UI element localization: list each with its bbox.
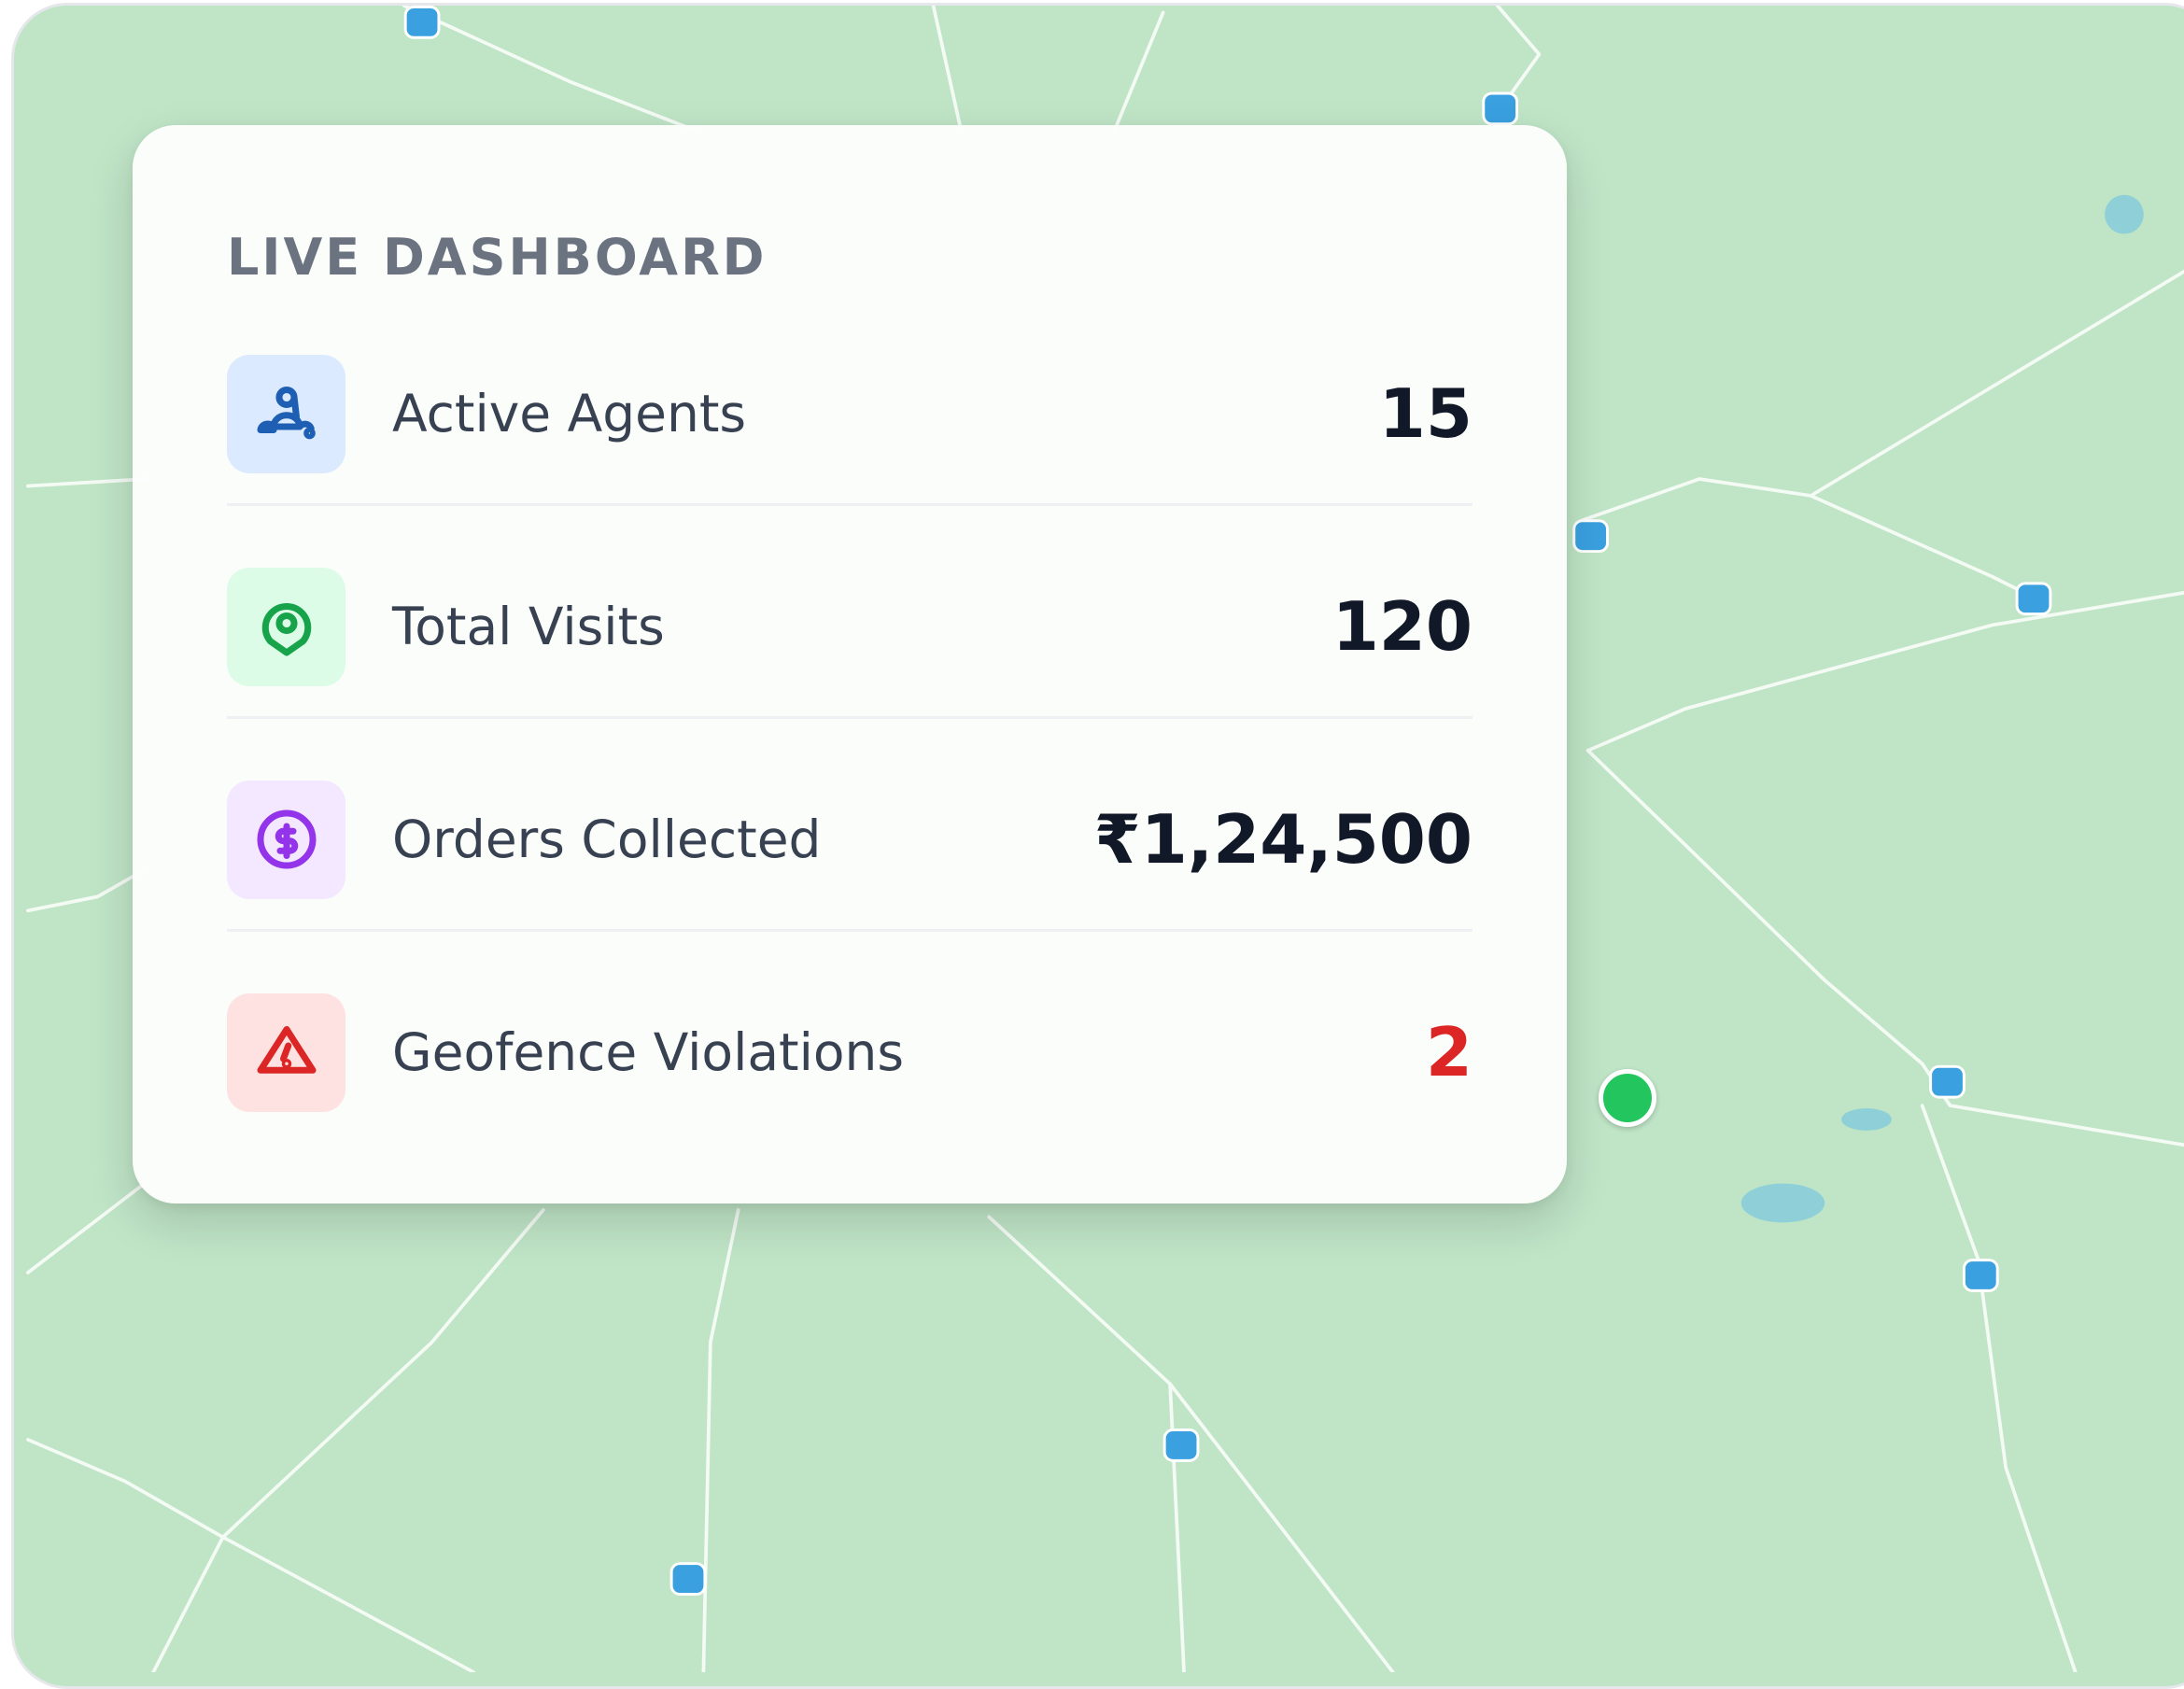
road bbox=[1585, 748, 2184, 1147]
water-body bbox=[1841, 1108, 1892, 1131]
road bbox=[1585, 590, 2184, 753]
highway-shield-icon bbox=[1162, 1429, 1200, 1462]
highway-shield-icon bbox=[1482, 91, 1519, 126]
road bbox=[1495, 6, 1542, 106]
metric-value: 2 bbox=[1425, 1013, 1472, 1091]
road bbox=[26, 866, 148, 913]
water-body bbox=[2105, 194, 2144, 234]
metric-row-geofence-violations: Geofence Violations 2 bbox=[227, 992, 1472, 1112]
dashboard-title: LIVE DASHBOARD bbox=[227, 228, 768, 287]
highway-shield-icon bbox=[2015, 582, 2052, 616]
road bbox=[220, 1535, 476, 1672]
users-icon bbox=[227, 354, 345, 473]
map-canvas[interactable] bbox=[14, 6, 2184, 1672]
highway-shield-icon bbox=[1962, 1259, 1999, 1292]
road bbox=[402, 6, 698, 134]
road bbox=[1168, 1382, 1186, 1672]
divider bbox=[227, 929, 1472, 932]
divider bbox=[227, 503, 1472, 506]
warning-triangle-icon bbox=[227, 992, 345, 1112]
agent-location-marker[interactable] bbox=[1599, 1069, 1656, 1127]
road bbox=[1920, 1104, 2078, 1672]
metric-label: Active Agents bbox=[392, 384, 747, 443]
road bbox=[151, 1208, 545, 1672]
divider bbox=[227, 716, 1472, 719]
road bbox=[26, 1180, 148, 1274]
road bbox=[26, 477, 148, 488]
road bbox=[701, 1208, 740, 1672]
live-dashboard-card: LIVE DASHBOARD Active Agents 15 Total Vi… bbox=[133, 125, 1567, 1203]
highway-shield-icon bbox=[669, 1562, 707, 1596]
metric-label: Geofence Violations bbox=[392, 1022, 905, 1082]
road bbox=[26, 1438, 225, 1540]
metric-value: 15 bbox=[1378, 374, 1472, 453]
road bbox=[1112, 10, 1165, 134]
road bbox=[931, 6, 964, 134]
metric-label: Orders Collected bbox=[392, 809, 822, 869]
metric-row-orders-collected: Orders Collected ₹1,24,500 bbox=[227, 780, 1472, 899]
road bbox=[1809, 494, 2036, 599]
water-body bbox=[1740, 1183, 1825, 1223]
metric-row-total-visits: Total Visits 120 bbox=[227, 567, 1472, 686]
metric-value: 120 bbox=[1332, 587, 1472, 666]
dollar-circle-icon bbox=[227, 780, 345, 899]
metric-label: Total Visits bbox=[392, 597, 665, 656]
metric-value: ₹1,24,500 bbox=[1093, 800, 1472, 879]
road bbox=[1579, 269, 2184, 523]
highway-shield-icon bbox=[403, 6, 441, 39]
highway-shield-icon bbox=[1572, 519, 1610, 554]
metric-row-active-agents: Active Agents 15 bbox=[227, 354, 1472, 473]
highway-shield-icon bbox=[1929, 1064, 1966, 1099]
map-pin-icon bbox=[227, 567, 345, 686]
